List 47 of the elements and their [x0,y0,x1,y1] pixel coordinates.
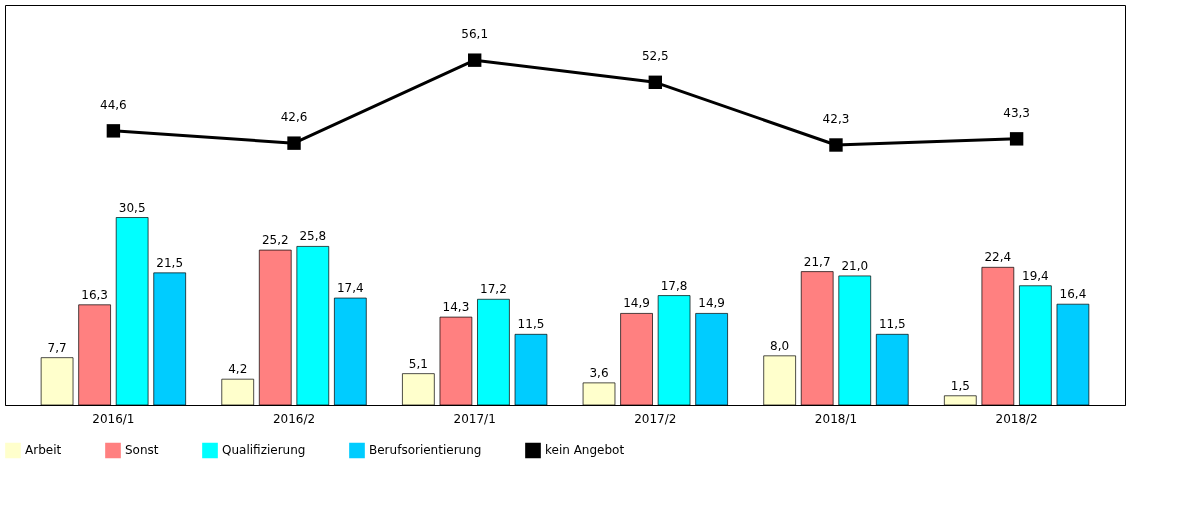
legend-label: kein Angebot [545,443,625,458]
data-label: 43,3 [1003,105,1030,120]
x-tick-label: 2016/1 [92,411,135,426]
data-label: 56,1 [461,27,489,42]
data-label: 14,3 [442,300,470,315]
data-label: 21,5 [156,255,184,270]
x-tick-label: 2017/1 [453,411,496,426]
data-label: 44,6 [100,97,127,112]
data-label: 17,8 [660,278,688,293]
data-label: 19,4 [1022,268,1049,283]
point [106,124,121,138]
data-label: 7,7 [47,340,67,355]
data-label: 16,3 [81,287,108,302]
x-tick-label: 2018/1 [814,411,858,426]
point [1009,132,1024,146]
data-label: 42,3 [822,112,850,126]
data-label: 14,9 [698,296,725,311]
data-label: 17,4 [336,281,364,296]
legend-label: Qualifizierung [222,443,306,458]
point [467,53,482,67]
data-label: 52,5 [641,49,669,64]
data-label: 3,6 [589,365,609,380]
data-label: 25,2 [261,233,289,248]
data-label: 11,5 [878,317,906,332]
legend-label: Arbeit [25,443,62,458]
data-label: 16,4 [1059,287,1087,302]
data-label: 17,2 [480,282,507,297]
data-label: 4,2 [228,362,248,377]
data-label: 21,0 [841,258,869,273]
data-label: 42,6 [280,110,308,125]
data-label: 11,5 [517,317,545,332]
data-label: 30,5 [118,200,146,215]
x-tick-label: 2018/2 [995,411,1038,426]
legend-label: Sonst [125,443,159,458]
data-label: 14,9 [623,296,650,311]
data-label: 8,0 [770,338,790,353]
legend-label: Berufsorientierung [369,443,482,458]
data-label: 5,1 [408,356,428,371]
point [829,138,843,152]
data-label: 25,8 [299,229,327,244]
point [648,75,663,90]
data-label: 1,5 [950,378,970,393]
x-tick-label: 2016/2 [272,411,316,426]
point [287,136,301,150]
data-label: 22,4 [984,250,1012,265]
data-label: 21,7 [803,254,831,269]
x-tick-label: 2017/2 [634,411,677,426]
